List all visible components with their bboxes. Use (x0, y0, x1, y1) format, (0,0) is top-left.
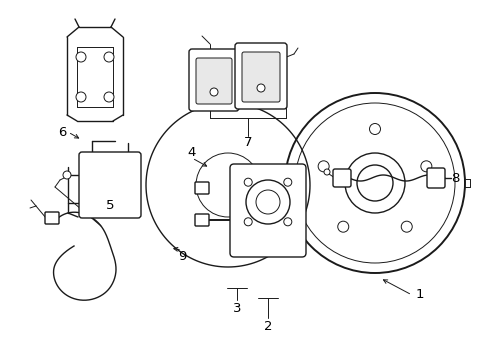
Circle shape (369, 123, 380, 135)
FancyBboxPatch shape (235, 43, 286, 109)
Circle shape (244, 225, 254, 235)
Circle shape (356, 165, 392, 201)
FancyBboxPatch shape (45, 212, 59, 224)
Text: 3: 3 (232, 302, 241, 315)
Circle shape (256, 190, 280, 214)
Text: 4: 4 (187, 145, 196, 158)
Circle shape (244, 218, 252, 226)
Circle shape (283, 178, 291, 186)
FancyBboxPatch shape (242, 52, 280, 102)
Circle shape (283, 218, 291, 226)
FancyBboxPatch shape (79, 152, 141, 218)
FancyBboxPatch shape (189, 49, 239, 111)
Circle shape (257, 84, 264, 92)
Circle shape (244, 178, 252, 186)
Circle shape (337, 221, 348, 232)
Circle shape (245, 180, 289, 224)
Circle shape (209, 88, 218, 96)
Circle shape (196, 153, 260, 217)
Text: 7: 7 (243, 135, 252, 149)
Circle shape (345, 153, 404, 213)
Text: 9: 9 (178, 249, 186, 262)
Circle shape (294, 103, 454, 263)
Circle shape (420, 161, 431, 172)
Text: 6: 6 (58, 126, 66, 139)
Circle shape (104, 52, 114, 62)
FancyBboxPatch shape (332, 169, 350, 187)
Text: 5: 5 (105, 198, 114, 212)
FancyBboxPatch shape (196, 58, 231, 104)
Circle shape (324, 169, 329, 175)
Circle shape (63, 171, 71, 179)
FancyBboxPatch shape (426, 168, 444, 188)
Circle shape (104, 92, 114, 102)
Text: 1: 1 (415, 288, 424, 302)
Circle shape (318, 161, 328, 172)
Text: 8: 8 (450, 171, 458, 185)
Circle shape (285, 93, 464, 273)
Circle shape (401, 221, 411, 232)
FancyBboxPatch shape (229, 164, 305, 257)
Text: 2: 2 (263, 320, 272, 333)
FancyBboxPatch shape (195, 182, 208, 194)
Circle shape (76, 92, 86, 102)
FancyBboxPatch shape (195, 214, 208, 226)
Circle shape (76, 52, 86, 62)
